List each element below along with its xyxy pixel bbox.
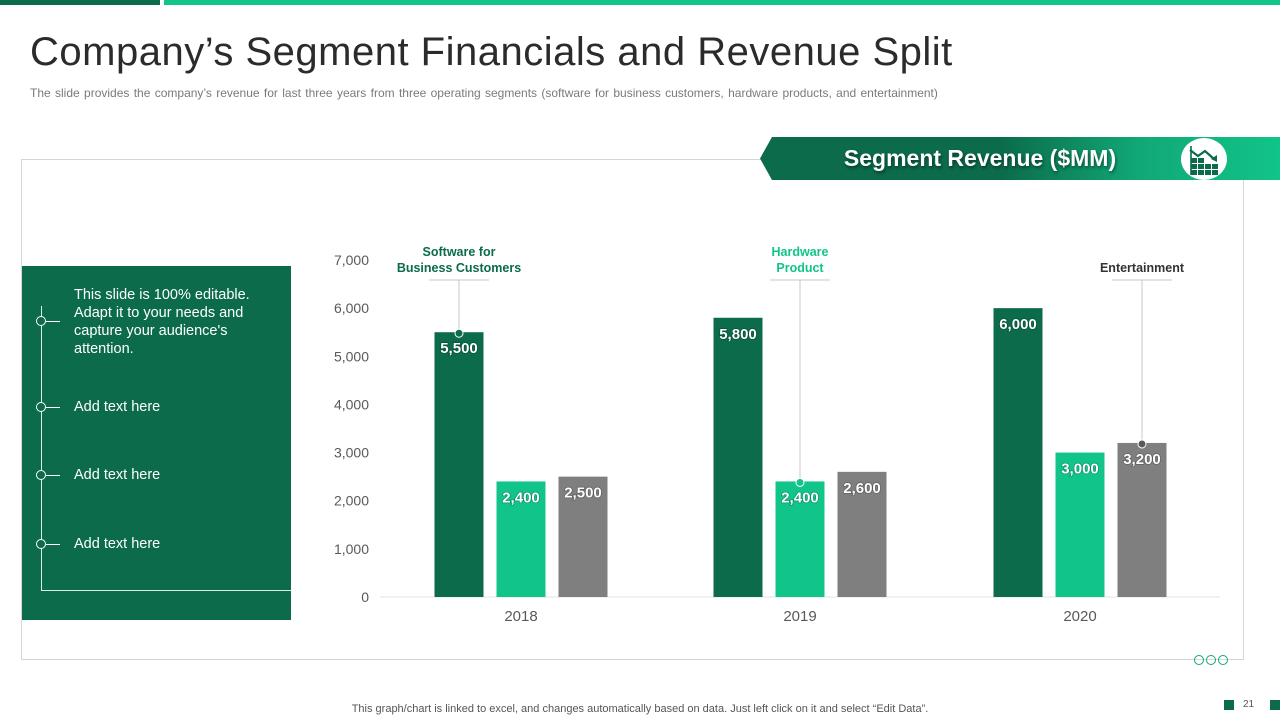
dot-icon xyxy=(1194,655,1204,665)
timeline-node-4 xyxy=(36,539,46,549)
content-frame xyxy=(21,159,1244,660)
annotation-marker xyxy=(795,477,805,487)
series-annotation-label: Business Customers xyxy=(397,261,521,275)
data-label: 2,400 xyxy=(502,489,540,506)
series-annotation-label: Product xyxy=(776,261,824,275)
top-accent-bar-dark xyxy=(0,0,160,5)
annotation-marker xyxy=(454,328,464,338)
bar-software-for-business-customers-2018 xyxy=(434,332,484,597)
bar-hardware-product-2018 xyxy=(496,481,546,597)
timeline-text-4: Add text here xyxy=(74,536,161,552)
y-tick-label: 4,000 xyxy=(334,396,369,412)
dot-icon xyxy=(1206,655,1216,665)
page-marker-right xyxy=(1270,700,1280,710)
top-accent-bar-light xyxy=(164,0,1280,5)
timeline-node-2 xyxy=(36,402,46,412)
dot-icon xyxy=(1218,655,1228,665)
bar-entertainment-2018 xyxy=(558,476,608,597)
banner-title: Segment Revenue ($MM) xyxy=(843,145,1117,171)
timeline-stub-1 xyxy=(46,321,60,322)
data-label: 2,400 xyxy=(781,489,819,506)
y-tick-label: 7,000 xyxy=(334,252,369,268)
y-tick-label: 0 xyxy=(361,589,369,605)
bar-hardware-product-2019 xyxy=(775,481,825,597)
series-annotation-label: Hardware xyxy=(772,245,829,259)
y-tick-label: 2,000 xyxy=(334,493,369,509)
annotation-marker xyxy=(1137,439,1147,449)
timeline-line xyxy=(41,306,42,591)
notes-panel xyxy=(22,266,291,620)
x-tick-label: 2019 xyxy=(783,608,816,625)
timeline-node-3 xyxy=(36,470,46,480)
x-tick-label: 2020 xyxy=(1063,608,1096,625)
series-annotation-label: Software for xyxy=(423,245,496,259)
y-tick-label: 3,000 xyxy=(334,445,369,461)
chart-decline-icon xyxy=(1181,138,1227,180)
y-tick-label: 1,000 xyxy=(334,541,369,557)
x-tick-label: 2018 xyxy=(504,608,537,625)
series-annotation-label: Entertainment xyxy=(1100,261,1185,275)
page-title: Company’s Segment Financials and Revenue… xyxy=(30,30,953,74)
bar-software-for-business-customers-2020 xyxy=(993,308,1043,597)
bar-software-for-business-customers-2019 xyxy=(713,317,763,597)
data-label: 3,000 xyxy=(1061,461,1099,478)
bar-entertainment-2020 xyxy=(1117,442,1167,597)
data-label: 3,200 xyxy=(1123,451,1161,468)
bar-hardware-product-2020 xyxy=(1055,452,1105,597)
timeline-node-1 xyxy=(36,316,46,326)
timeline-stub-3 xyxy=(46,475,60,476)
y-tick-label: 6,000 xyxy=(334,300,369,316)
banner-gradient xyxy=(1000,137,1280,180)
timeline-text-2: Add text here xyxy=(74,399,161,415)
timeline-base-line xyxy=(41,590,291,591)
timeline-stub-4 xyxy=(46,544,60,545)
timeline-text-3: Add text here xyxy=(74,467,161,483)
footer-note: This graph/chart is linked to excel, and… xyxy=(351,703,929,715)
pagination-dots xyxy=(1194,655,1234,667)
page-number: 21 xyxy=(1243,699,1255,710)
timeline-text-1: This slide is 100% editable. Adapt it to… xyxy=(74,287,250,357)
data-label: 5,500 xyxy=(440,340,478,357)
data-label: 6,000 xyxy=(999,316,1037,333)
data-label: 5,800 xyxy=(719,326,757,343)
data-label: 2,600 xyxy=(843,480,881,497)
data-label: 2,500 xyxy=(564,485,602,502)
page-marker-left xyxy=(1224,700,1234,710)
bar-entertainment-2019 xyxy=(837,471,887,597)
page-subtitle: The slide provides the company’s revenue… xyxy=(30,86,938,100)
timeline-stub-2 xyxy=(46,407,60,408)
y-tick-label: 5,000 xyxy=(334,348,369,364)
